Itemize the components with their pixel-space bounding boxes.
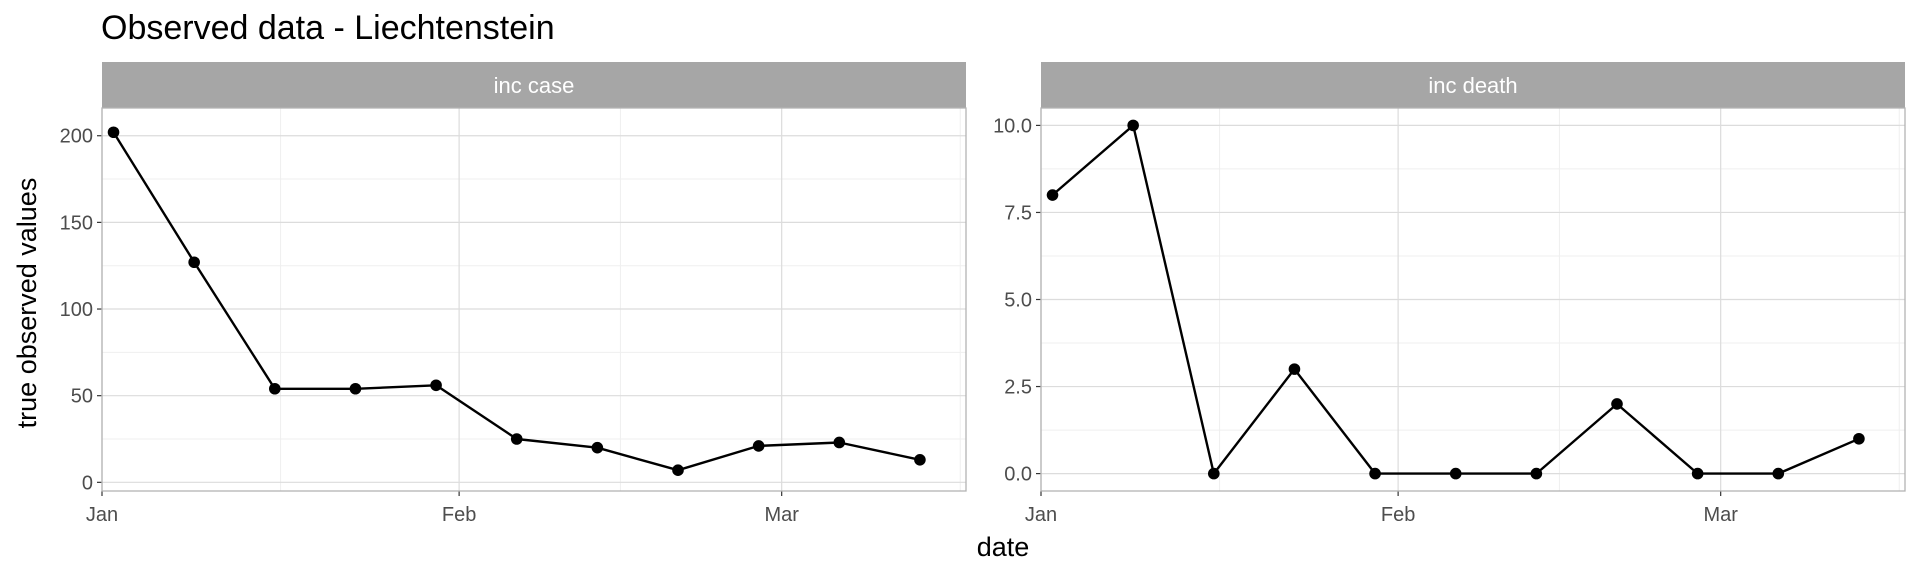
data-point [1369,467,1381,480]
data-point [914,454,926,466]
y-tick-label: 0 [82,472,93,494]
panel-border [101,107,967,492]
data-point [1530,467,1543,480]
data-point [752,440,765,452]
data-point [1046,189,1059,201]
data-point [1288,363,1301,375]
data-point [1127,119,1139,132]
data-point [1449,467,1462,480]
y-tick-label: 0.0 [1004,464,1032,486]
x-tick-label: Feb [1381,504,1415,526]
x-axis-title: date [977,532,1030,562]
y-tick-label: 2.5 [1004,377,1032,399]
y-tick-label: 150 [60,212,93,234]
facet-strip [1041,62,1905,108]
y-axis-title: true observed values [12,178,42,429]
data-point [1691,467,1704,480]
data-point [188,256,200,269]
facet-strip-label: inc case [494,73,575,98]
data-point [833,436,846,449]
data-point [1853,432,1865,445]
data-point [510,433,523,445]
data-point [1611,398,1623,410]
facet-panels: inc case 0 50 100 150 200 Jan Feb Mar inc death 0.… [60,62,1906,526]
series-line [112,131,921,472]
data-point [269,382,281,395]
y-tick-label: 10.0 [993,115,1032,137]
x-tick-label: Mar [1703,504,1738,526]
data-point [1772,467,1785,480]
y-tick-label: 7.5 [1004,202,1032,224]
data-point [672,464,684,477]
x-tick-label: Mar [764,504,799,526]
y-tick-label: 5.0 [1004,290,1032,312]
facet-panel-1: inc death 0.0 2.5 5.0 7.5 10.0 Jan Feb Mar [993,62,1906,526]
data-point [430,379,442,392]
facet-strip [102,62,966,108]
y-tick-label: 200 [60,126,93,148]
data-point [107,126,120,139]
facet-panel-0: inc case 0 50 100 150 200 Jan Feb Mar [60,62,967,526]
data-point [1208,467,1220,480]
x-tick-label: Feb [442,504,476,526]
panel-border [1040,107,1906,492]
chart-title: Observed data - Liechtenstein [101,9,555,47]
x-tick-label: Jan [86,504,118,526]
y-tick-label: 100 [60,299,93,321]
x-tick-label: Jan [1025,504,1057,526]
y-tick-label: 50 [71,386,93,408]
facet-strip-label: inc death [1428,73,1517,98]
data-point [591,441,604,454]
data-point [349,382,362,395]
